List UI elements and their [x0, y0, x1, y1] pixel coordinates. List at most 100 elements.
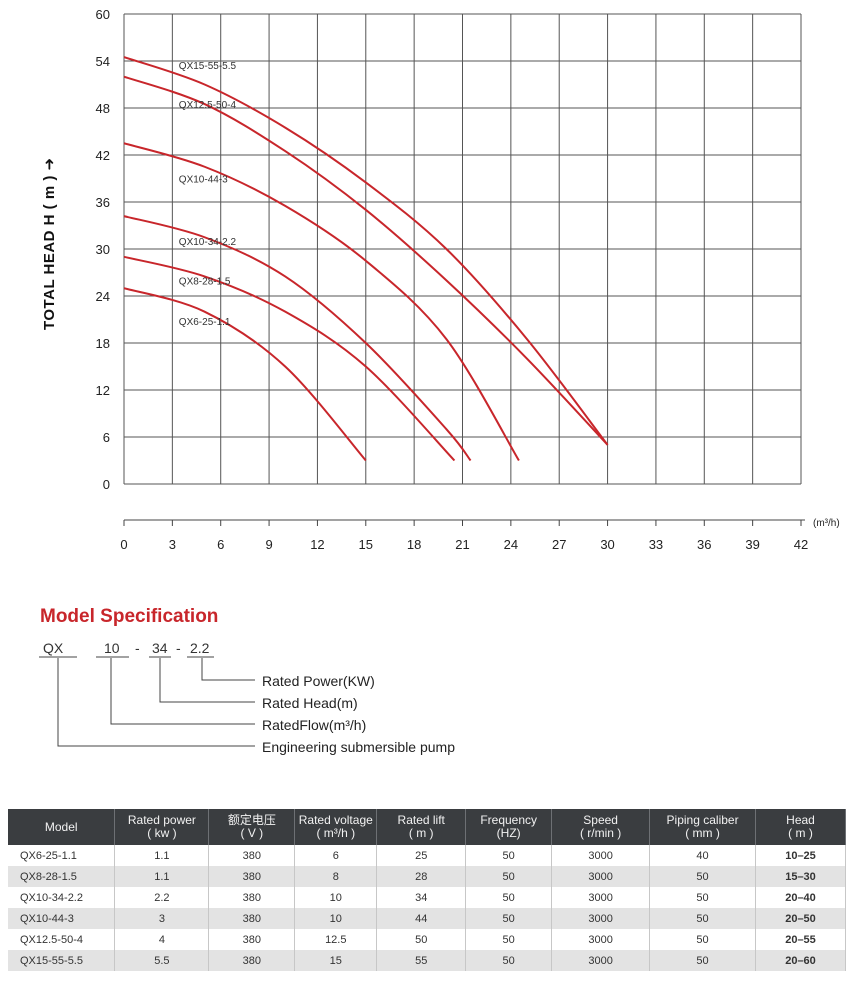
table-cell: 12.5 [294, 929, 378, 950]
arrow-up-icon: ➜ [41, 157, 58, 171]
header-title: Model [44, 819, 78, 834]
y-tick-label: 60 [96, 7, 110, 22]
table-cell: 20–50 [755, 908, 846, 929]
table-cell: 380 [208, 887, 296, 908]
x-tick-label: 15 [359, 537, 373, 552]
table-body: QX6-25-1.1 1.1 380 6 25 50 3000 40 10–25 QX8-28-1… [8, 845, 846, 971]
table-cell: 20–40 [755, 887, 846, 908]
table-cell: 15–30 [755, 866, 846, 887]
table-header-row: Model Rated power( kw ) 额定电压( V ) Rated vol… [8, 809, 846, 845]
table-header-cell: Speed( r/min ) [551, 809, 651, 845]
curve-label: QX15-55-5.5 [179, 61, 237, 72]
table-header-cell: Rated lift( m ) [376, 809, 467, 845]
y-tick-label: 24 [96, 289, 110, 304]
curve-QX15-55-5.5 [123, 56, 609, 446]
table-cell: QX12.5-50-4 [8, 929, 116, 950]
spec-part-head: 34 [152, 640, 168, 656]
x-tick-label: 33 [649, 537, 663, 552]
x-tick-label: 0 [120, 537, 127, 552]
header-unit: ( m ) [408, 826, 434, 840]
header-unit: ( m³/h ) [316, 826, 356, 840]
header-unit: ( m ) [788, 826, 813, 840]
table-cell: 3 [114, 908, 210, 929]
table-cell: 380 [208, 866, 296, 887]
header-title: Head [786, 813, 815, 827]
table-cell: 10 [294, 887, 378, 908]
x-tick-label: 27 [552, 537, 566, 552]
header-title: Frequency [480, 813, 538, 827]
curve-QX12.5-50-4 [123, 75, 609, 446]
x-tick-label: 18 [407, 537, 421, 552]
table-cell: 50 [465, 950, 553, 971]
y-tick-label: 0 [103, 477, 110, 492]
table-header-cell: Rated power( kw ) [114, 809, 210, 845]
table-header-cell: Piping caliber( mm ) [649, 809, 757, 845]
table-header-cell: Head( m ) [755, 809, 846, 845]
spec-label-pump: Engineering submersible pump [262, 739, 455, 755]
spec-label-power: Rated Power(KW) [262, 673, 375, 689]
table-cell: 3000 [551, 929, 651, 950]
table-cell: 3000 [551, 887, 651, 908]
table-cell: 55 [376, 950, 467, 971]
table-cell: 3000 [551, 845, 651, 866]
table-cell: 1.1 [114, 866, 210, 887]
table-cell: QX6-25-1.1 [8, 845, 116, 866]
table-cell: 50 [465, 845, 553, 866]
table-cell: 1.1 [114, 845, 210, 866]
x-tick-label: 30 [600, 537, 614, 552]
table-row: QX8-28-1.5 1.1 380 8 28 50 3000 50 15–30 [8, 866, 846, 887]
spec-label-head: Rated Head(m) [262, 695, 358, 711]
table-cell: 20–55 [755, 929, 846, 950]
curve-label: QX10-44-3 [179, 174, 228, 185]
table-cell: 50 [649, 908, 757, 929]
x-tick-label: 3 [169, 537, 176, 552]
table-cell: 5.5 [114, 950, 210, 971]
table-row: QX15-55-5.5 5.5 380 15 55 50 3000 50 20–60 [8, 950, 846, 971]
y-tick-label: 48 [96, 101, 110, 116]
x-tick-label: 36 [697, 537, 711, 552]
curve-QX8-28-1.5 [123, 255, 456, 462]
table-cell: 380 [208, 929, 296, 950]
table-header-cell: Rated voltage( m³/h ) [294, 809, 378, 845]
table-header-cell: 额定电压( V ) [208, 809, 296, 845]
header-title: Rated voltage [298, 813, 373, 827]
table-cell: 2.2 [114, 887, 210, 908]
table-cell: 50 [465, 887, 553, 908]
header-title: Speed [583, 813, 618, 827]
table-cell: 3000 [551, 866, 651, 887]
table-cell: 8 [294, 866, 378, 887]
header-unit: ( V ) [240, 826, 264, 840]
table-cell: 50 [465, 908, 553, 929]
table-cell: 3000 [551, 908, 651, 929]
table-cell: 10 [294, 908, 378, 929]
table-cell: 20–60 [755, 950, 846, 971]
y-tick-label: 36 [96, 195, 110, 210]
curve-label: QX12.5-50-4 [179, 100, 237, 111]
table-cell: 4 [114, 929, 210, 950]
y-tick-label: 54 [96, 54, 110, 69]
x-tick-label: 39 [745, 537, 759, 552]
performance-curves [123, 56, 609, 462]
spec-dash: - [176, 640, 181, 656]
x-tick-label: 24 [504, 537, 518, 552]
table-cell: QX10-44-3 [8, 908, 116, 929]
header-unit: (HZ) [496, 826, 521, 840]
x-tick-label: 21 [455, 537, 469, 552]
table-cell: 50 [649, 887, 757, 908]
header-title: Rated lift [397, 813, 445, 827]
curve-QX10-34-2.2 [123, 215, 472, 462]
table-cell: 380 [208, 950, 296, 971]
table-cell: QX15-55-5.5 [8, 950, 116, 971]
y-tick-label: 42 [96, 148, 110, 163]
chart-grid [123, 13, 802, 485]
y-tick-label: 6 [103, 430, 110, 445]
spec-table: Model Rated power( kw ) 额定电压( V ) Rated vol… [8, 809, 846, 971]
header-unit: ( kw ) [147, 826, 177, 840]
curve-QX6-25-1.1 [123, 287, 367, 462]
spec-label-flow: RatedFlow(m³/h) [262, 717, 367, 733]
spec-part-power: 2.2 [190, 640, 210, 656]
table-cell: QX10-34-2.2 [8, 887, 116, 908]
header-title: Piping caliber [666, 813, 739, 827]
header-title: 额定电压 [227, 813, 276, 827]
